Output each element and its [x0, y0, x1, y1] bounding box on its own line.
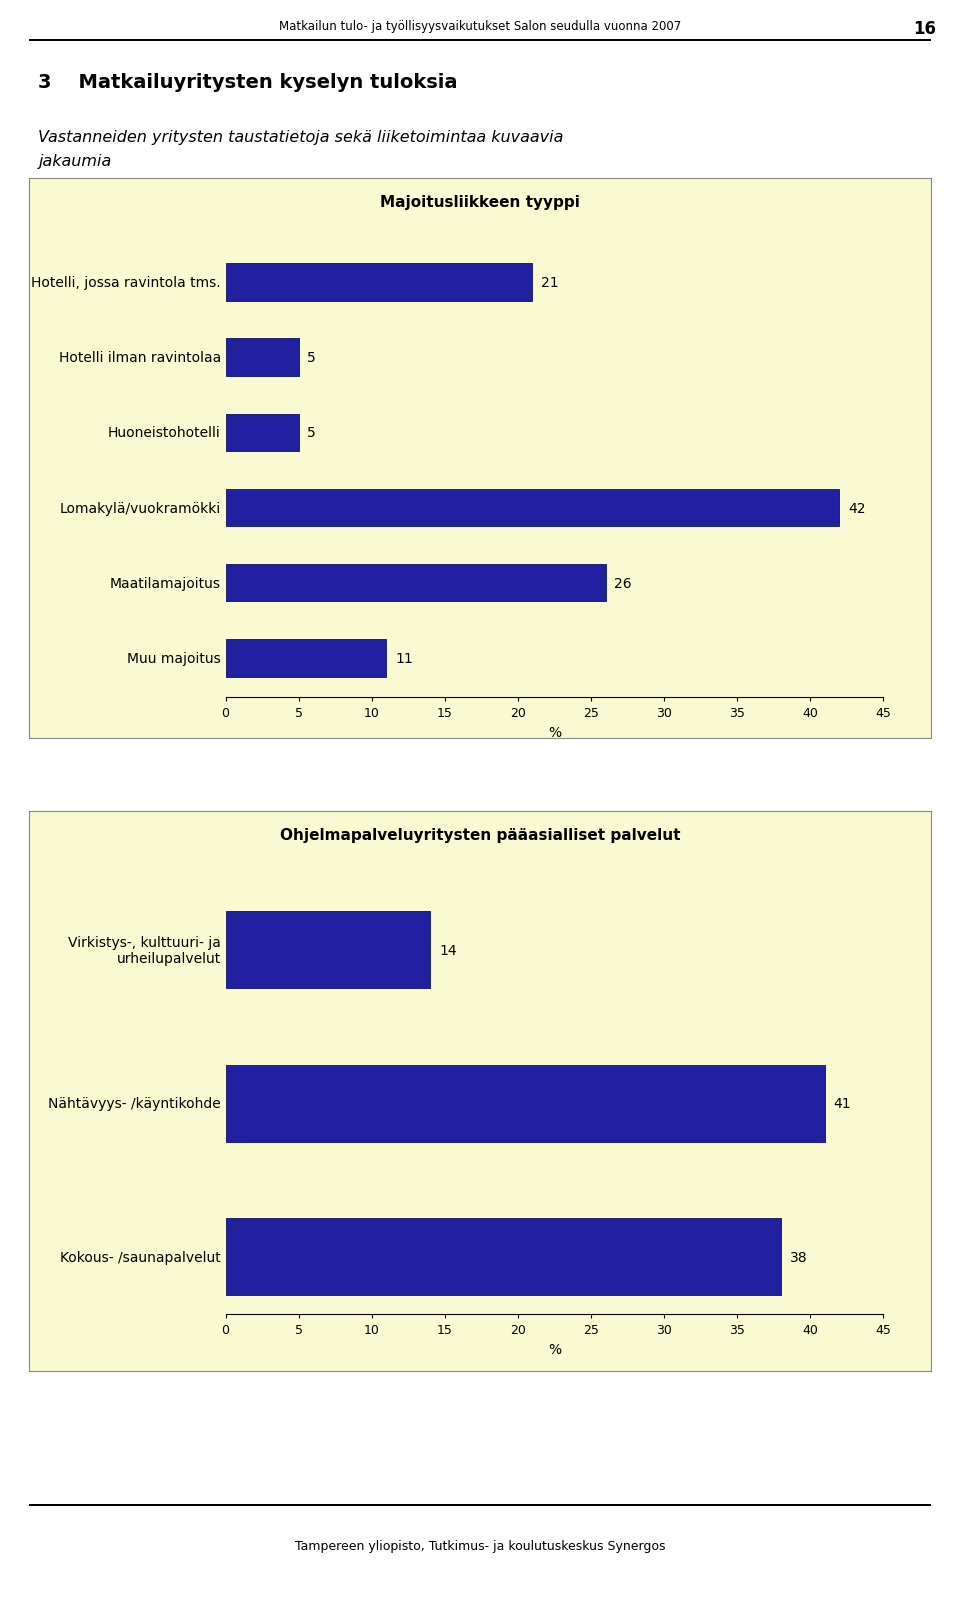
Bar — [226, 490, 839, 527]
Text: Matkailun tulo- ja työllisyysvaikutukset Salon seudulla vuonna 2007: Matkailun tulo- ja työllisyysvaikutukset… — [278, 19, 682, 34]
Text: Kokous- /saunapalvelut: Kokous- /saunapalvelut — [60, 1250, 221, 1264]
Text: Vastanneiden yritysten taustatietoja sekä liiketoimintaa kuvaavia: Vastanneiden yritysten taustatietoja sek… — [38, 130, 564, 144]
Text: 38: 38 — [790, 1250, 807, 1264]
Text: jakaumia: jakaumia — [38, 154, 111, 169]
Text: Muu majoitus: Muu majoitus — [127, 651, 221, 665]
Text: Tampereen yliopisto, Tutkimus- ja koulutuskeskus Synergos: Tampereen yliopisto, Tutkimus- ja koulut… — [295, 1539, 665, 1552]
Text: 41: 41 — [833, 1097, 852, 1110]
X-axis label: %: % — [548, 1342, 561, 1357]
Text: 3    Matkailuyritysten kyselyn tuloksia: 3 Matkailuyritysten kyselyn tuloksia — [38, 73, 458, 93]
Text: 16: 16 — [913, 19, 936, 39]
Text: 5: 5 — [307, 427, 316, 440]
Bar — [226, 565, 606, 602]
Bar — [226, 265, 533, 302]
Text: Maatilamajoitus: Maatilamajoitus — [109, 576, 221, 591]
X-axis label: %: % — [548, 725, 561, 740]
Bar — [226, 912, 430, 988]
Text: 26: 26 — [614, 576, 632, 591]
Text: 42: 42 — [848, 502, 866, 514]
Text: Huoneistohotelli: Huoneistohotelli — [108, 427, 221, 440]
Text: 14: 14 — [439, 943, 457, 958]
Bar — [226, 414, 299, 451]
Bar — [226, 639, 386, 677]
Text: Lomakylä/vuokramökki: Lomakylä/vuokramökki — [60, 502, 221, 514]
Text: 5: 5 — [307, 351, 316, 365]
Text: Hotelli, jossa ravintola tms.: Hotelli, jossa ravintola tms. — [31, 276, 221, 291]
Text: Nähtävyys- /käyntikohde: Nähtävyys- /käyntikohde — [48, 1097, 221, 1110]
Text: 11: 11 — [396, 651, 413, 665]
Text: 21: 21 — [541, 276, 559, 291]
Text: Ohjelmapalveluyritysten pääasialliset palvelut: Ohjelmapalveluyritysten pääasialliset pa… — [279, 828, 681, 842]
Text: Majoitusliikkeen tyyppi: Majoitusliikkeen tyyppi — [380, 195, 580, 209]
Text: Hotelli ilman ravintolaa: Hotelli ilman ravintolaa — [59, 351, 221, 365]
Bar — [226, 1065, 825, 1143]
Bar — [226, 1219, 780, 1295]
Text: Virkistys-, kulttuuri- ja
urheilupalvelut: Virkistys-, kulttuuri- ja urheilupalvelu… — [68, 935, 221, 966]
Bar — [226, 339, 299, 377]
